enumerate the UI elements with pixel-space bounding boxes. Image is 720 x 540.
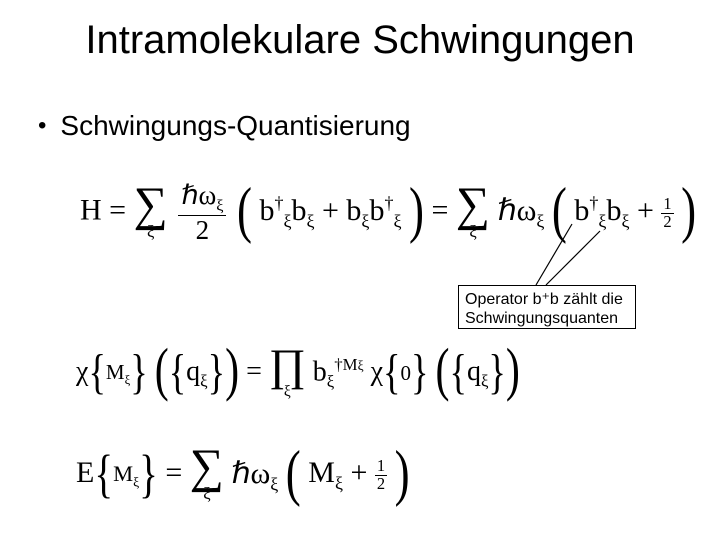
lparen: ( [552, 189, 567, 233]
chi: χ [76, 356, 88, 387]
equals: = [109, 194, 133, 227]
bullet-dot: • [38, 114, 46, 138]
equals: = [431, 194, 455, 227]
callout-line2: Schwingungsquanten [465, 309, 629, 328]
product-symbol: ∏ ξ [269, 348, 306, 399]
sum-symbol: ∑ ξ [456, 186, 490, 241]
bullet-text: Schwingungs-Quantisierung [60, 110, 410, 142]
lparen: ( [237, 189, 252, 233]
equation-chi: χ{Mξ} ({qξ}) = ∏ ξ bξ†Mξ χ{0} ({qξ}) [76, 348, 520, 399]
page-title: Intramolekulare Schwingungen [0, 18, 720, 63]
chi0: χ [371, 356, 383, 387]
fraction: ℏωξ 2 [175, 182, 229, 244]
bdagb-plus-half: b†ξbξ + 12 [574, 193, 673, 232]
sum-symbol: ∑ ξ [190, 448, 224, 503]
bdagb-plus-bbdag: b†ξbξ + bξb†ξ [259, 193, 401, 232]
sum-symbol: ∑ ξ [134, 186, 168, 241]
hbar-omega: ℏωξ [498, 193, 545, 232]
slide: Intramolekulare Schwingungen • Schwingun… [0, 0, 720, 540]
rparen: ) [681, 189, 696, 233]
callout-line1: Operator b⁺b zählt die [465, 290, 629, 309]
equation-hamiltonian: H = ∑ ξ ℏωξ 2 ( b†ξbξ + bξb†ξ ) = ∑ ξ ℏω… [80, 182, 696, 244]
callout-box: Operator b⁺b zählt die Schwingungsquante… [458, 285, 636, 329]
bullet-item: • Schwingungs-Quantisierung [38, 110, 411, 142]
eq1-lhs: H [80, 194, 102, 227]
equation-energy: E{Mξ} = ∑ ξ ℏωξ ( Mξ + 12 ) [76, 448, 410, 503]
M-plus-half: Mξ + 12 [308, 456, 387, 494]
rparen: ) [409, 189, 424, 233]
hbar-omega: ℏωξ [231, 456, 278, 495]
E: E [76, 456, 94, 489]
b-dagger-M: bξ†Mξ [313, 355, 364, 392]
